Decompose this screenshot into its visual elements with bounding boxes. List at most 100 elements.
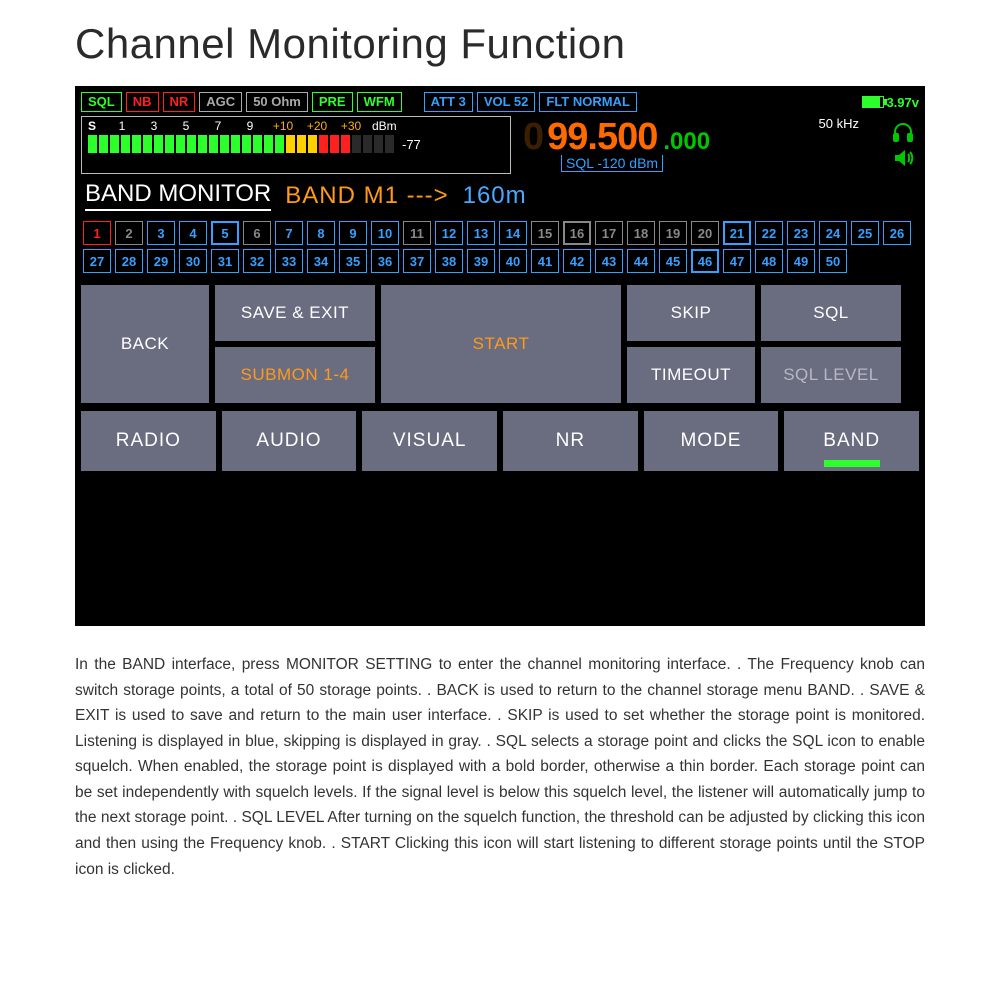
s-meter-bar <box>319 135 328 153</box>
channel-39[interactable]: 39 <box>467 249 495 273</box>
timeout-button[interactable]: TIMEOUT <box>627 347 755 403</box>
channel-49[interactable]: 49 <box>787 249 815 273</box>
band-id: BAND M1 ---> <box>285 182 448 210</box>
channel-28[interactable]: 28 <box>115 249 143 273</box>
ind-pre[interactable]: PRE <box>312 92 353 112</box>
channel-18[interactable]: 18 <box>627 221 655 245</box>
ind-wfm[interactable]: WFM <box>357 92 402 112</box>
channel-38[interactable]: 38 <box>435 249 463 273</box>
channel-9[interactable]: 9 <box>339 221 367 245</box>
channel-45[interactable]: 45 <box>659 249 687 273</box>
channel-25[interactable]: 25 <box>851 221 879 245</box>
channel-14[interactable]: 14 <box>499 221 527 245</box>
frequency-display: 50 kHz 0 99.500 .000 SQL -120 dBm <box>517 116 919 174</box>
tab-nr[interactable]: NR <box>503 411 638 471</box>
s-meter-bar <box>187 135 196 153</box>
skip-button[interactable]: SKIP <box>627 285 755 341</box>
ind-nb[interactable]: NB <box>126 92 159 112</box>
tab-band[interactable]: BAND <box>784 411 919 471</box>
back-button[interactable]: BACK <box>81 285 209 403</box>
s-meter-bar <box>385 135 394 153</box>
page-title: Channel Monitoring Function <box>75 20 926 68</box>
channel-13[interactable]: 13 <box>467 221 495 245</box>
channel-41[interactable]: 41 <box>531 249 559 273</box>
channel-19[interactable]: 19 <box>659 221 687 245</box>
s-meter-bar <box>132 135 141 153</box>
channel-43[interactable]: 43 <box>595 249 623 273</box>
s-meter-bar <box>253 135 262 153</box>
band-meter: 160m <box>463 182 527 210</box>
ind-flt[interactable]: FLT NORMAL <box>539 92 637 112</box>
band-monitor-row: BAND MONITOR BAND M1 ---> 160m <box>81 174 919 219</box>
s-meter-bar <box>220 135 229 153</box>
channel-42[interactable]: 42 <box>563 249 591 273</box>
channel-34[interactable]: 34 <box>307 249 335 273</box>
channel-37[interactable]: 37 <box>403 249 431 273</box>
tab-radio[interactable]: RADIO <box>81 411 216 471</box>
sql-button[interactable]: SQL <box>761 285 901 341</box>
channel-27[interactable]: 27 <box>83 249 111 273</box>
channel-6[interactable]: 6 <box>243 221 271 245</box>
channel-23[interactable]: 23 <box>787 221 815 245</box>
submon-button[interactable]: SUBMON 1-4 <box>215 347 375 403</box>
channel-36[interactable]: 36 <box>371 249 399 273</box>
ind-nr[interactable]: NR <box>163 92 196 112</box>
speaker-icon <box>889 146 917 170</box>
s-meter-bar <box>121 135 130 153</box>
channel-3[interactable]: 3 <box>147 221 175 245</box>
ind-att[interactable]: ATT 3 <box>424 92 473 112</box>
s-meter-s-label: S <box>88 119 106 133</box>
channel-21[interactable]: 21 <box>723 221 751 245</box>
channel-29[interactable]: 29 <box>147 249 175 273</box>
channel-31[interactable]: 31 <box>211 249 239 273</box>
ind-vol[interactable]: VOL 52 <box>477 92 536 112</box>
s-meter-bar <box>176 135 185 153</box>
ind-ohm[interactable]: 50 Ohm <box>246 92 308 112</box>
channel-20[interactable]: 20 <box>691 221 719 245</box>
channel-44[interactable]: 44 <box>627 249 655 273</box>
start-button[interactable]: START <box>381 285 621 403</box>
s-meter: S 1 3 5 7 9 +10 +20 +30 dBm -77 <box>81 116 511 174</box>
freq-main: 99.500 <box>547 116 657 159</box>
channel-15[interactable]: 15 <box>531 221 559 245</box>
channel-17[interactable]: 17 <box>595 221 623 245</box>
channel-32[interactable]: 32 <box>243 249 271 273</box>
channel-35[interactable]: 35 <box>339 249 367 273</box>
channel-7[interactable]: 7 <box>275 221 303 245</box>
channel-1[interactable]: 1 <box>83 221 111 245</box>
channel-4[interactable]: 4 <box>179 221 207 245</box>
channel-40[interactable]: 40 <box>499 249 527 273</box>
channel-47[interactable]: 47 <box>723 249 751 273</box>
sql-level-button[interactable]: SQL LEVEL <box>761 347 901 403</box>
channel-26[interactable]: 26 <box>883 221 911 245</box>
channel-12[interactable]: 12 <box>435 221 463 245</box>
s-meter-bar <box>143 135 152 153</box>
channel-16[interactable]: 16 <box>563 221 591 245</box>
channel-5[interactable]: 5 <box>211 221 239 245</box>
s-meter-bar <box>297 135 306 153</box>
tab-mode[interactable]: MODE <box>644 411 779 471</box>
ind-sql[interactable]: SQL <box>81 92 122 112</box>
channel-46[interactable]: 46 <box>691 249 719 273</box>
ind-agc[interactable]: AGC <box>199 92 242 112</box>
channel-48[interactable]: 48 <box>755 249 783 273</box>
channel-33[interactable]: 33 <box>275 249 303 273</box>
s-meter-bar <box>374 135 383 153</box>
s-meter-bar <box>165 135 174 153</box>
tab-visual[interactable]: VISUAL <box>362 411 497 471</box>
battery-icon <box>862 96 884 108</box>
channel-22[interactable]: 22 <box>755 221 783 245</box>
s-meter-bar <box>352 135 361 153</box>
s-meter-bar <box>286 135 295 153</box>
channel-11[interactable]: 11 <box>403 221 431 245</box>
save-exit-button[interactable]: SAVE & EXIT <box>215 285 375 341</box>
tab-audio[interactable]: AUDIO <box>222 411 357 471</box>
channel-24[interactable]: 24 <box>819 221 847 245</box>
channel-50[interactable]: 50 <box>819 249 847 273</box>
s-meter-value: -77 <box>402 137 421 152</box>
channel-2[interactable]: 2 <box>115 221 143 245</box>
freq-ghost: 0 <box>523 116 543 159</box>
channel-10[interactable]: 10 <box>371 221 399 245</box>
channel-8[interactable]: 8 <box>307 221 335 245</box>
channel-30[interactable]: 30 <box>179 249 207 273</box>
